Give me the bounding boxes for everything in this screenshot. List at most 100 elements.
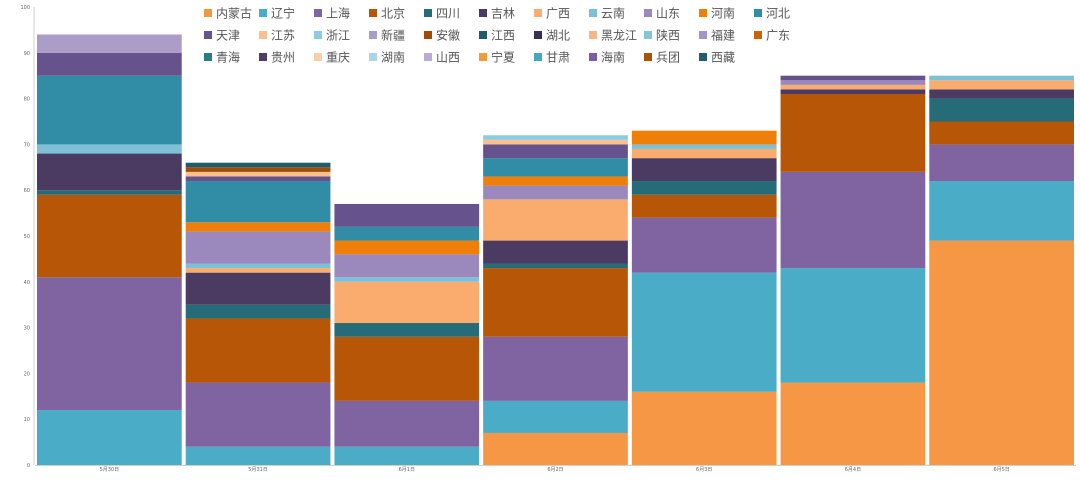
bar-segment[interactable]: [37, 194, 182, 278]
legend-item[interactable]: 湖南: [369, 50, 405, 65]
bar-segment[interactable]: [780, 268, 926, 383]
bar-segment[interactable]: [334, 277, 480, 282]
legend-item[interactable]: 四川: [424, 7, 460, 21]
legend-item[interactable]: 安徽: [424, 28, 460, 43]
legend-item[interactable]: 黑龙江: [589, 29, 637, 43]
bar-segment[interactable]: [631, 130, 777, 145]
legend-item[interactable]: 云南: [589, 6, 625, 21]
bar-segment[interactable]: [37, 410, 182, 465]
bar-segment[interactable]: [37, 277, 182, 411]
bar-segment[interactable]: [185, 222, 331, 232]
legend-item[interactable]: 山东: [644, 7, 680, 21]
bar-segment[interactable]: [185, 272, 331, 305]
bar-segment[interactable]: [185, 176, 331, 182]
bar-segment[interactable]: [334, 240, 480, 255]
bar-segment[interactable]: [929, 75, 1074, 81]
bar-segment[interactable]: [631, 144, 777, 149]
bar-segment[interactable]: [185, 167, 331, 172]
bar-segment[interactable]: [185, 171, 331, 177]
bar-segment[interactable]: [334, 400, 480, 447]
legend-item[interactable]: 江苏: [259, 29, 295, 43]
bar-segment[interactable]: [37, 75, 182, 145]
legend-item[interactable]: 北京: [369, 7, 405, 21]
bar-segment[interactable]: [631, 158, 777, 182]
bar-segment[interactable]: [929, 144, 1074, 182]
bar-segment[interactable]: [37, 190, 182, 195]
bar-segment[interactable]: [483, 176, 628, 186]
legend-item[interactable]: 河北: [754, 7, 790, 21]
bar-segment[interactable]: [483, 432, 628, 465]
bar-segment[interactable]: [631, 194, 777, 218]
bar-segment[interactable]: [185, 382, 331, 447]
bar-segment[interactable]: [334, 254, 480, 278]
legend-item[interactable]: 天津: [204, 29, 240, 43]
bar-segment[interactable]: [185, 162, 331, 168]
bar-segment[interactable]: [185, 446, 331, 465]
bar-segment[interactable]: [185, 181, 331, 223]
bar-segment[interactable]: [929, 80, 1074, 90]
bar-segment[interactable]: [631, 272, 777, 392]
legend-item[interactable]: 广西: [534, 7, 570, 21]
bar-segment[interactable]: [185, 263, 331, 269]
legend-item[interactable]: 吉林: [479, 7, 515, 21]
bar-segment[interactable]: [185, 268, 331, 273]
bar-segment[interactable]: [334, 203, 480, 227]
legend-item[interactable]: 河南: [699, 6, 735, 21]
legend-item[interactable]: 福建: [699, 28, 735, 43]
legend-item[interactable]: 上海: [314, 6, 350, 21]
bar-segment[interactable]: [334, 323, 480, 337]
bar-segment[interactable]: [483, 336, 628, 401]
bar-segment[interactable]: [929, 89, 1074, 99]
bar-segment[interactable]: [185, 231, 331, 264]
legend-item[interactable]: 湖北: [534, 28, 570, 43]
bar-segment[interactable]: [185, 318, 331, 383]
legend-item[interactable]: 内蒙古: [204, 6, 252, 21]
bar-segment[interactable]: [631, 217, 777, 273]
bar-segment[interactable]: [37, 153, 182, 191]
bar-segment[interactable]: [37, 34, 182, 53]
legend-item[interactable]: 贵州: [259, 51, 295, 65]
bar-segment[interactable]: [631, 148, 777, 159]
bar-segment[interactable]: [483, 240, 628, 264]
bar-segment[interactable]: [37, 52, 182, 76]
legend-item[interactable]: 浙江: [314, 29, 350, 43]
bar-segment[interactable]: [483, 268, 628, 337]
bar-segment[interactable]: [929, 98, 1074, 122]
bar-segment[interactable]: [631, 391, 777, 465]
bar-segment[interactable]: [483, 185, 628, 200]
bar-segment[interactable]: [334, 446, 480, 465]
bar-segment[interactable]: [483, 139, 628, 145]
bar-segment[interactable]: [483, 158, 628, 177]
legend-item[interactable]: 广东: [754, 29, 790, 43]
legend-item[interactable]: 西藏: [699, 51, 735, 65]
bar-segment[interactable]: [929, 181, 1074, 241]
bar-segment[interactable]: [780, 89, 926, 95]
legend-item[interactable]: 宁夏: [479, 50, 515, 65]
legend-item[interactable]: 陕西: [644, 28, 680, 43]
bar-segment[interactable]: [334, 336, 480, 401]
bar-segment[interactable]: [483, 400, 628, 433]
bar-segment[interactable]: [334, 226, 480, 241]
legend-item[interactable]: 山西: [424, 51, 460, 65]
bar-segment[interactable]: [929, 121, 1074, 145]
bar-segment[interactable]: [780, 382, 926, 465]
bar-segment[interactable]: [483, 144, 628, 159]
legend-item[interactable]: 重庆: [314, 51, 350, 65]
bar-segment[interactable]: [185, 304, 331, 319]
legend-item[interactable]: 甘肃: [534, 51, 570, 65]
legend-item[interactable]: 兵团: [644, 51, 680, 65]
bar-segment[interactable]: [780, 80, 926, 85]
bar-segment[interactable]: [483, 263, 628, 269]
bar-segment[interactable]: [780, 84, 926, 90]
legend-item[interactable]: 新疆: [369, 28, 405, 43]
legend-item[interactable]: 江西: [479, 29, 515, 43]
legend-item[interactable]: 辽宁: [259, 6, 295, 21]
bar-segment[interactable]: [483, 199, 628, 241]
bar-segment[interactable]: [37, 144, 182, 154]
bar-segment[interactable]: [780, 171, 926, 269]
bar-segment[interactable]: [334, 281, 480, 324]
bar-segment[interactable]: [780, 75, 926, 81]
bar-segment[interactable]: [780, 94, 926, 172]
legend-item[interactable]: 海南: [589, 50, 625, 65]
